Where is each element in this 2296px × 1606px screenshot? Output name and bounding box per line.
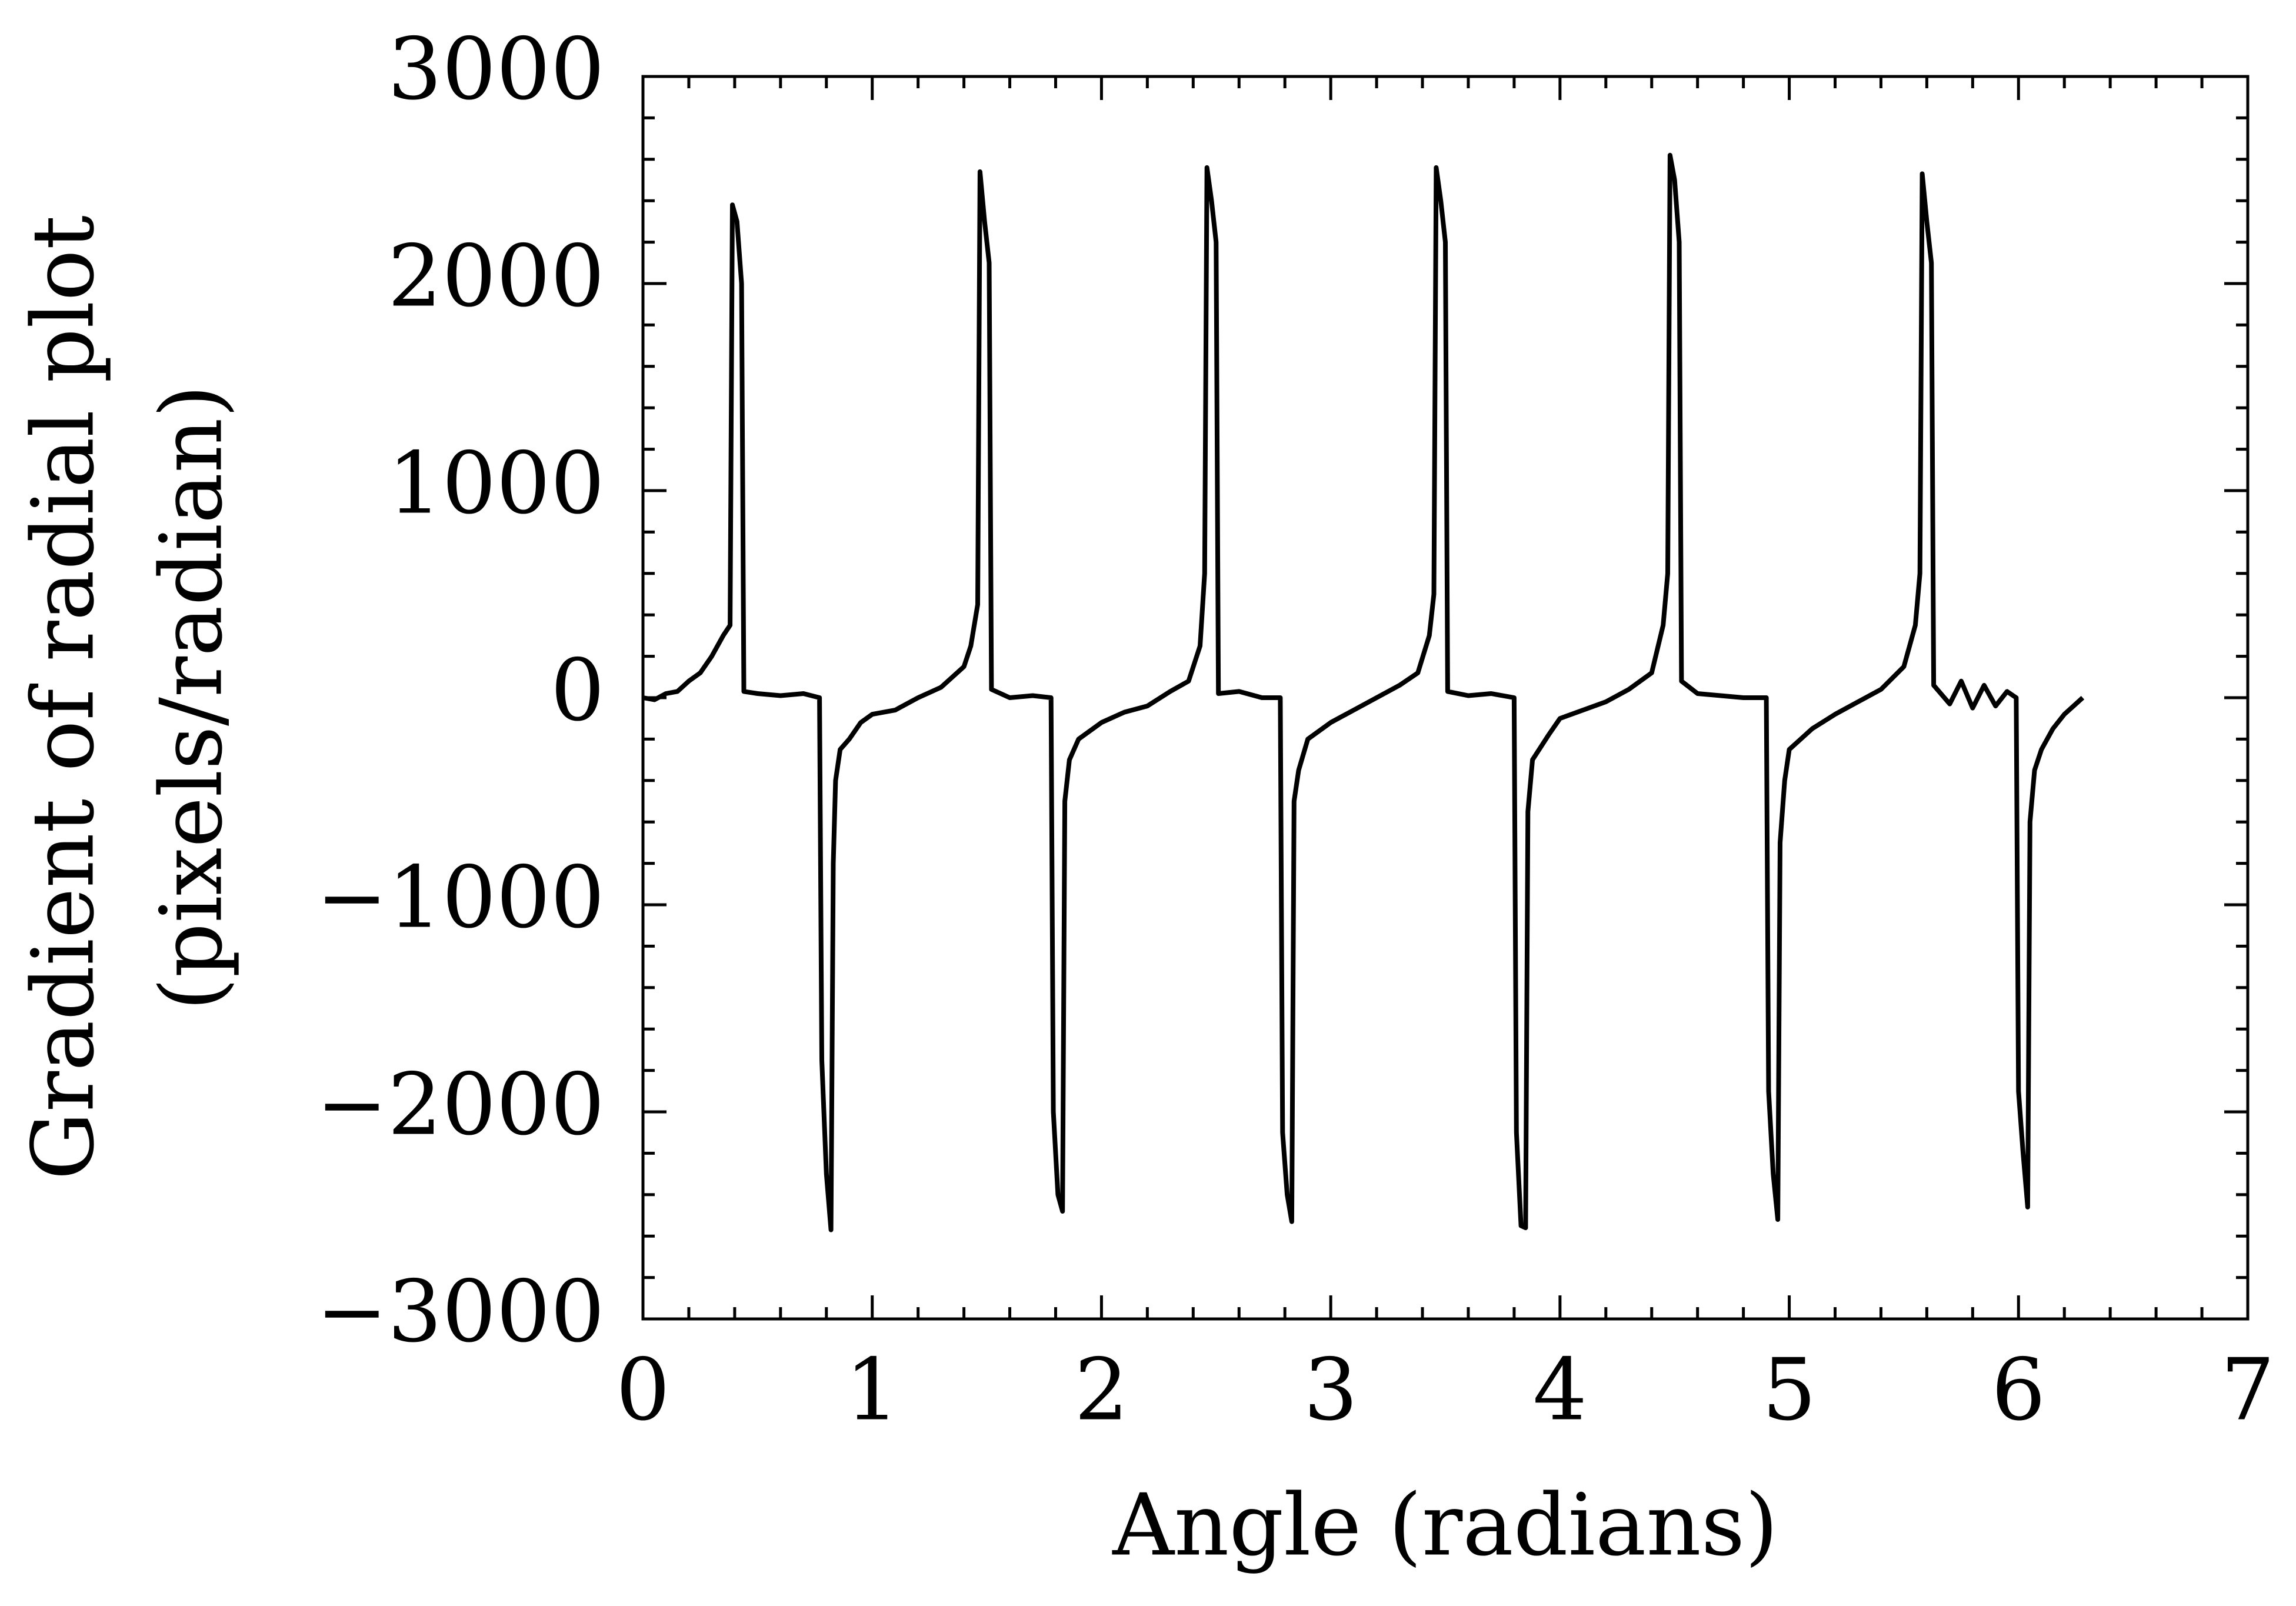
x-tick-label: 6 [1991,1341,2045,1440]
x-tick-label: 0 [616,1341,670,1440]
y-tick-label: 2000 [388,227,605,326]
y-axis-label: (pixels/radian) [142,385,242,1011]
y-axis-label: Gradient of radial plot [14,215,114,1180]
x-tick-label: 5 [1762,1341,1816,1440]
y-tick-label: −2000 [316,1055,605,1155]
x-axis-label: Angle (radians) [1112,1476,1778,1575]
x-tick-label: 1 [845,1341,899,1440]
y-tick-label: 1000 [388,434,605,534]
y-tick-label: −1000 [316,848,605,948]
x-tick-label: 7 [2221,1341,2275,1440]
data-line [642,152,2085,1232]
x-tick-label: 4 [1533,1341,1587,1440]
y-tick-label: 0 [551,641,605,741]
x-tick-label: 2 [1074,1341,1128,1440]
x-tick-label: 3 [1304,1341,1358,1440]
y-tick-label: 3000 [388,20,605,119]
plot-frame [641,75,2250,1321]
y-tick-label: −3000 [316,1262,605,1362]
